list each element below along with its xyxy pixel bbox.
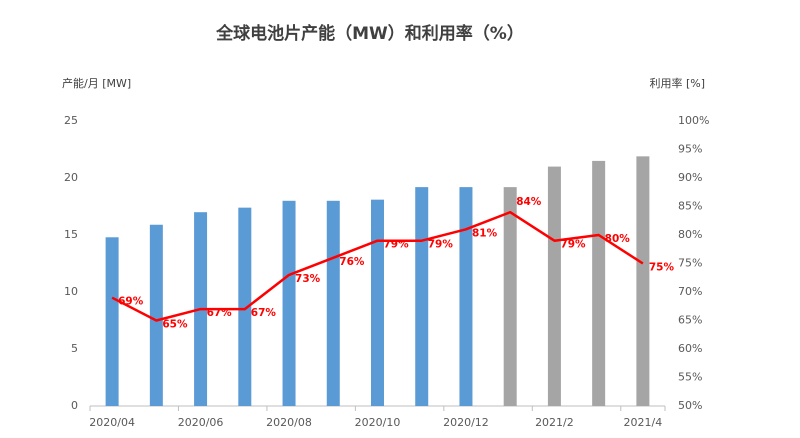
value-label: 73% [295, 273, 321, 285]
value-label: 79% [560, 239, 586, 251]
y2-tick-label: 50% [678, 399, 702, 412]
value-label: 79% [428, 239, 454, 251]
value-label: 69% [118, 296, 144, 308]
y2-tick-label: 65% [678, 314, 702, 327]
bar [326, 200, 340, 406]
y2-axis-title: 利用率 [%] [649, 76, 705, 90]
y-tick-label: 0 [71, 399, 78, 412]
y-tick-label: 25 [64, 114, 78, 127]
value-label: 75% [649, 262, 675, 274]
x-tick-label: 2020/10 [355, 416, 401, 429]
y2-tick-label: 80% [678, 228, 702, 241]
x-tick-label: 2020/08 [266, 416, 312, 429]
y2-tick-label: 95% [678, 143, 702, 156]
y-tick-label: 10 [64, 285, 78, 298]
bar [238, 207, 252, 406]
bar [371, 199, 384, 406]
bar [149, 224, 163, 406]
value-label: 67% [251, 307, 277, 319]
y-tick-label: 20 [64, 171, 78, 184]
bar [592, 160, 606, 406]
y2-tick-label: 70% [678, 285, 702, 298]
value-label: 81% [472, 227, 498, 239]
value-label: 67% [207, 307, 233, 319]
bar [503, 187, 517, 406]
y2-tick-label: 60% [678, 342, 702, 355]
y2-tick-label: 100% [678, 114, 709, 127]
y2-tick-label: 55% [678, 371, 702, 384]
value-label: 79% [384, 239, 410, 251]
bar [415, 187, 429, 406]
value-label: 84% [516, 196, 542, 208]
bar [282, 200, 296, 406]
x-tick-label: 2021/2 [535, 416, 574, 429]
value-label: 65% [162, 319, 188, 331]
x-tick-label: 2020/06 [178, 416, 224, 429]
bar [105, 237, 119, 406]
bar [547, 166, 561, 406]
y-axis-title: 产能/月 [MW] [62, 76, 131, 90]
bar [459, 187, 473, 406]
x-tick-label: 2020/12 [443, 416, 489, 429]
y2-tick-label: 75% [678, 257, 702, 270]
bar [636, 156, 650, 406]
x-tick-label: 2021/4 [624, 416, 663, 429]
chart-title: 全球电池片产能（MW）和利用率（%） [215, 23, 524, 44]
value-label: 80% [605, 233, 631, 245]
y2-tick-label: 85% [678, 200, 702, 213]
y-tick-label: 5 [71, 342, 78, 355]
y2-tick-label: 90% [678, 171, 702, 184]
y-tick-label: 15 [64, 228, 78, 241]
x-tick-label: 2020/04 [89, 416, 135, 429]
value-label: 76% [339, 256, 365, 268]
line [111, 210, 644, 322]
